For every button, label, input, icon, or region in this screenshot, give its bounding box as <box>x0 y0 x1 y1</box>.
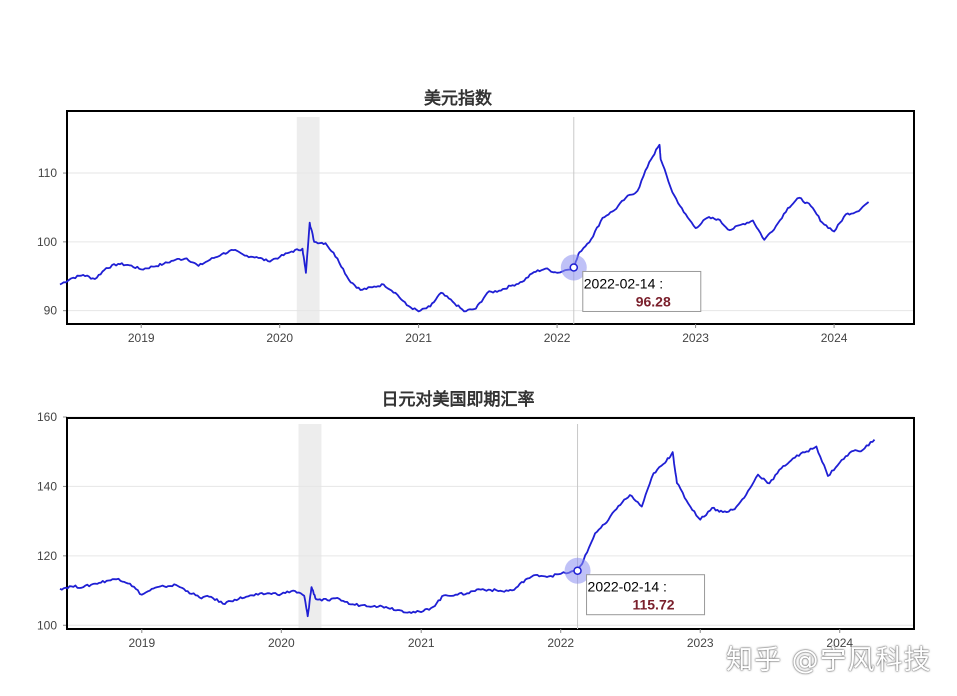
chart-2: 日元对美国即期汇率 100 120 140 160 2019 2020 2021 2022 202… <box>37 389 915 650</box>
y-tick-label: 90 <box>44 304 58 318</box>
x-tick-label: 2019 <box>128 636 155 650</box>
tooltip-date: 2022-02-14 : <box>584 275 663 291</box>
tooltip-date: 2022-02-14 : <box>588 579 667 595</box>
tooltip-value: 115.72 <box>632 597 674 613</box>
hover-point <box>573 566 582 575</box>
y-tick-label: 110 <box>38 166 57 180</box>
series-line <box>59 439 876 618</box>
x-tick-label: 2019 <box>128 331 155 345</box>
tooltip-box <box>586 574 706 616</box>
x-tick-label: 2023 <box>687 636 714 650</box>
y-tick-label: 120 <box>37 549 57 563</box>
plot-frame <box>66 417 915 630</box>
plot-frame <box>66 110 915 325</box>
x-tick-label: 2023 <box>682 331 709 345</box>
tooltip-value: 96.28 <box>636 293 671 309</box>
x-tick-label: 2022 <box>544 331 571 345</box>
shaded-period <box>298 424 322 629</box>
y-tick-label: 160 <box>37 410 57 424</box>
series-line <box>59 143 870 313</box>
x-tick-label: 2024 <box>826 636 853 650</box>
x-tick-label: 2024 <box>821 331 848 345</box>
chart-1: 美元指数 90 100 110 2019 2020 2021 2022 2023 2024 2022… <box>37 88 915 345</box>
chart-title: 日元对美国即期汇率 <box>382 389 535 410</box>
x-tick-label: 2020 <box>268 636 295 650</box>
x-tick-label: 2021 <box>405 331 432 345</box>
tooltip-box <box>582 270 702 312</box>
x-tick-label: 2021 <box>408 636 435 650</box>
x-tick-label: 2020 <box>266 331 293 345</box>
y-tick-label: 100 <box>37 618 57 632</box>
hover-point <box>569 263 579 272</box>
y-tick-label: 140 <box>37 479 57 493</box>
watermark: 知乎 @宁风科技 <box>726 645 932 676</box>
x-tick-label: 2022 <box>547 636 574 650</box>
y-tick-label: 100 <box>37 235 57 249</box>
shaded-period <box>296 117 320 324</box>
chart-title: 美元指数 <box>424 88 493 109</box>
